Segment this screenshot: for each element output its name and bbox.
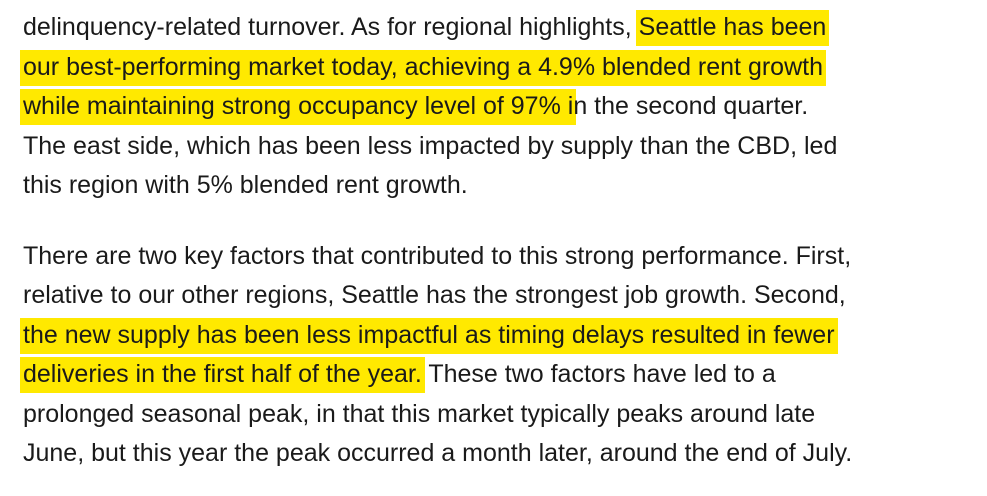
paragraph: delinquency-related turnover. As for reg… [20,8,987,206]
text-line: relative to our other regions, Seattle h… [23,276,987,316]
text-segment: These two factors have led to a [421,360,776,388]
highlighted-text: our best-performing market today, achiev… [20,49,826,86]
text-line: this region with 5% blended rent growth. [23,166,987,206]
text-line: deliveries in the first half of the year… [20,355,987,395]
text-line: June, but this year the peak occurred a … [23,434,987,474]
text-line: There are two key factors that contribut… [23,237,987,277]
text-segment: June, but this year the peak occurred a … [23,439,853,467]
text-line: while maintaining strong occupancy level… [20,87,987,127]
text-segment: n the second quarter. [573,92,809,120]
text-line: The east side, which has been less impac… [23,127,987,167]
text-line: delinquency-related turnover. As for reg… [23,8,987,48]
text-line: prolonged seasonal peak, in that this ma… [23,395,987,435]
text-segment: The east side, which has been less impac… [23,131,838,160]
paragraph: There are two key factors that contribut… [20,237,987,474]
text-line: the new supply has been less impactful a… [20,316,987,356]
text-segment: prolonged seasonal peak, in that this ma… [23,399,816,428]
text-line: our best-performing market today, achiev… [20,48,987,88]
text-segment: delinquency-related turnover. As for reg… [23,13,639,41]
highlighted-text: while maintaining strong occupancy level… [20,89,577,125]
highlighted-text: deliveries in the first half of the year… [20,357,425,393]
highlighted-text: the new supply has been less impactful a… [20,317,838,354]
text-segment: relative to our other regions, Seattle h… [23,281,846,309]
highlighted-text: Seattle has been [635,10,830,46]
text-segment: this region with 5% blended rent growth. [23,171,468,199]
text-segment: There are two key factors that contribut… [23,241,852,270]
